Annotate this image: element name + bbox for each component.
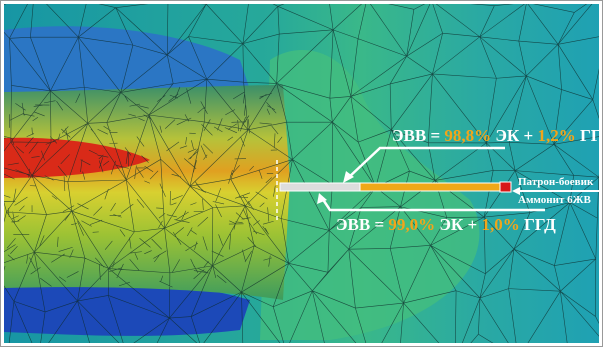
charge-material: Аммонит 6ЖВ: [518, 194, 591, 206]
label-part: ГГД: [520, 215, 556, 234]
primer: [500, 182, 511, 192]
figure: ЭВВ = 98,8% ЭК + 1,2% ГГД ЭВВ = 99,0% ЭК…: [0, 0, 603, 347]
label-top: ЭВВ = 98,8% ЭК + 1,2% ГГД: [392, 126, 603, 145]
simulation: ЭВВ = 98,8% ЭК + 1,2% ГГД ЭВВ = 99,0% ЭК…: [0, 0, 603, 347]
charge-name: Патрон-боевик: [518, 176, 594, 188]
label-part: ЭВВ =: [392, 126, 444, 145]
label-part: ЭК +: [491, 126, 537, 145]
label-part: ЭК +: [435, 215, 481, 234]
stemming: [280, 183, 360, 191]
charge-bar: [360, 183, 500, 191]
label-bottom: ЭВВ = 99,0% ЭК + 1,0% ГГД: [336, 215, 556, 234]
label-number: 1,0%: [481, 215, 519, 234]
label-number: 98,8%: [444, 126, 491, 145]
label-number: 99,0%: [388, 215, 435, 234]
label-number: 1,2%: [537, 126, 575, 145]
label-part: ГГД: [576, 126, 603, 145]
label-part: ЭВВ =: [336, 215, 388, 234]
